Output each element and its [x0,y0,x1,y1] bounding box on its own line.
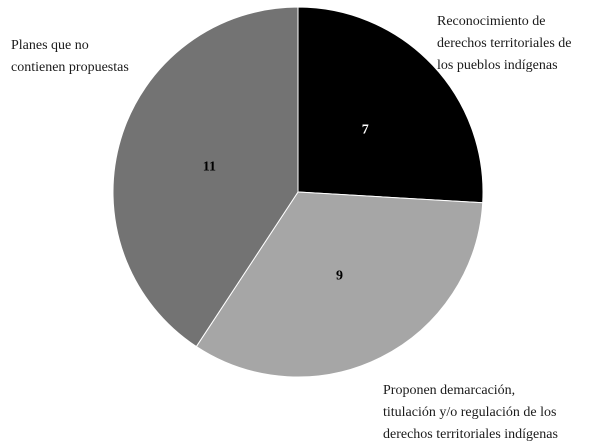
slice-label-line: Proponen demarcación, [383,383,516,398]
slice-label-line: Reconocimiento de [437,14,546,29]
slice-label-line: Planes que no [11,38,89,53]
pie-slice-reconocimiento [297,6,484,204]
slice-label-line: los pueblos indígenas [437,58,558,73]
pie-slice-planes [112,6,299,348]
slice-label-line: titulación y/o regulación de los [383,405,557,420]
slice-label-planes: Planes que no contienen propuestas [11,35,129,79]
slice-label-line: contienen propuestas [11,60,129,75]
slice-label-reconocimiento: Reconocimiento de derechos territoriales… [437,11,572,77]
slice-label-line: derechos territoriales de [437,36,572,51]
data-label-proponen: 9 [336,269,343,284]
data-label-reconocimiento: 7 [362,123,369,138]
slice-label-line: derechos territoriales indígenas [383,427,558,442]
data-label-planes: 11 [203,160,216,175]
slice-label-proponen: Proponen demarcación, titulación y/o reg… [383,380,558,446]
